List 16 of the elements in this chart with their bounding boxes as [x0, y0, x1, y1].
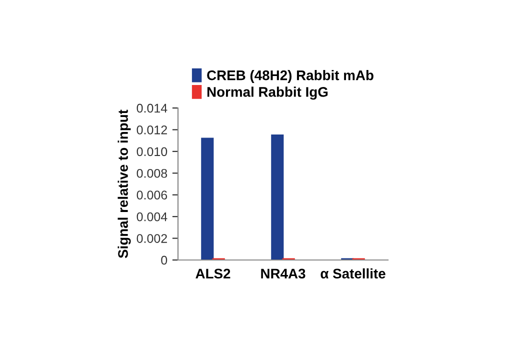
- y-tick-label: 0.008: [136, 168, 168, 178]
- y-tick-label: 0.012: [136, 126, 167, 134]
- y-tick-label: 0.002: [136, 234, 167, 243]
- bar: [201, 138, 214, 260]
- y-tick-label: 0: [161, 256, 168, 265]
- x-tick-label: α Satellite: [320, 268, 386, 279]
- y-tick-label: 0.006: [136, 190, 168, 200]
- bar: [271, 134, 284, 260]
- x-tick-label: ALS2: [196, 268, 230, 279]
- y-axis-title: Signal relative to input: [118, 110, 131, 258]
- legend-label: CREB (48H2) Rabbit mAb: [207, 70, 374, 83]
- y-tick-label: 0.004: [136, 212, 168, 222]
- legend-label: Normal Rabbit IgG: [207, 86, 328, 100]
- y-tick-label: 0.014: [136, 104, 168, 113]
- y-tick-label: 0.010: [136, 147, 168, 156]
- x-tick-label: NR4A3: [261, 268, 306, 279]
